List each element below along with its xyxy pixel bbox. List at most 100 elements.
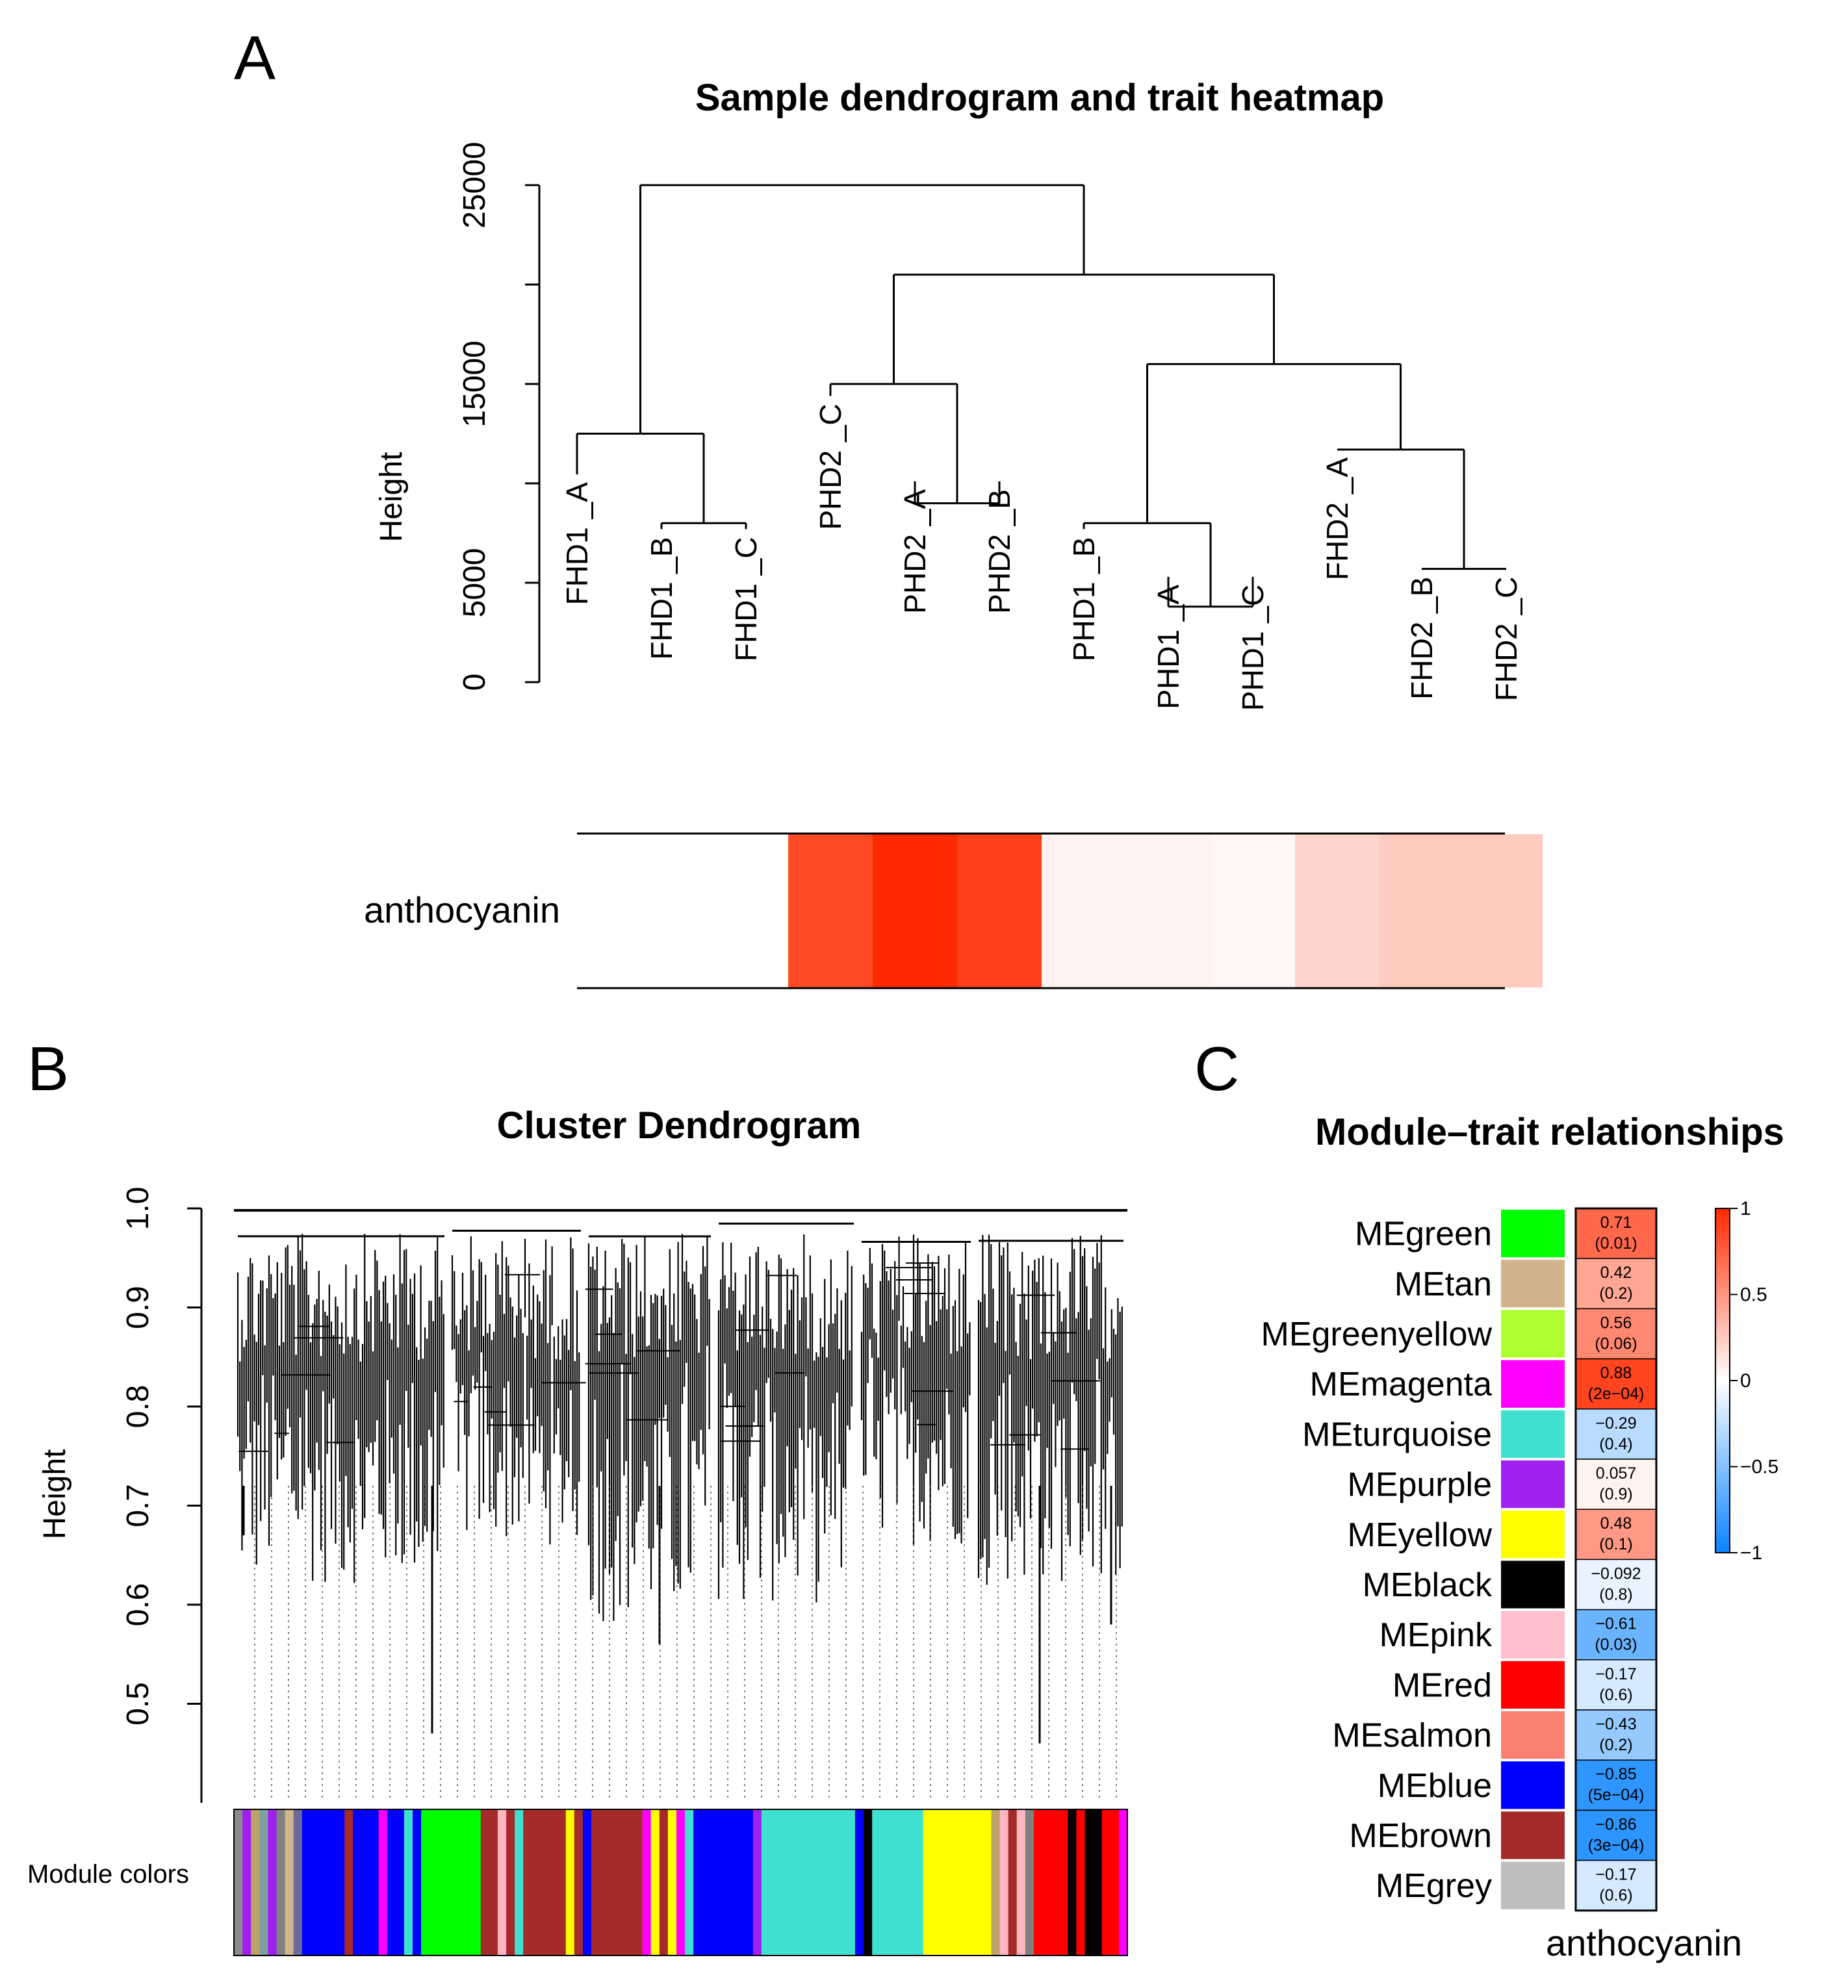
panel-b-module-colors: Module colors: [27, 1809, 1128, 1956]
panel-a-leaf-label: FHD2 _B: [1405, 577, 1439, 700]
panel-c-module-label: MEblack: [1363, 1566, 1493, 1604]
panel-b-module-segment: [642, 1809, 652, 1956]
panel-b-module-segment: [991, 1809, 1001, 1956]
panel-a-leaf-label: FHD1 _B: [645, 537, 678, 659]
panel-c-scale-tick-label: 1: [1740, 1198, 1751, 1219]
panel-a-heat-cell: [704, 834, 788, 988]
panel-b-module-segment: [497, 1809, 507, 1956]
panel-a-heat-cell: [619, 834, 704, 988]
panel-b-module-segment: [523, 1809, 567, 1956]
panel-c-module-label: MEyellow: [1348, 1516, 1493, 1554]
panel-b-module-segment: [1033, 1809, 1068, 1956]
panel-c-p-label: (3e−04): [1588, 1836, 1645, 1854]
panel-c-p-label: (0.2): [1599, 1736, 1632, 1754]
panel-c-module-label: MEpink: [1380, 1616, 1493, 1654]
panel-c-module-label: MEsalmon: [1332, 1717, 1492, 1755]
panel-b-y-tick-label: 0.7: [121, 1484, 155, 1527]
panel-a-y-ticks: 0 5000 15000 25000: [457, 142, 539, 691]
panel-c-module-label: MEblue: [1378, 1767, 1492, 1805]
panel-a-heat-cell: [1042, 834, 1126, 988]
panel-b-module-segment: [650, 1809, 660, 1956]
panel-b-module-segment: [854, 1809, 864, 1956]
panel-c-module-swatch: [1501, 1661, 1565, 1709]
panel-a-y-tick-label: 5000: [457, 548, 492, 618]
panel-a-trait-label: anthocyanin: [364, 889, 560, 930]
panel-b-module-segment: [302, 1809, 345, 1956]
panel-a-title: Sample dendrogram and trait heatmap: [695, 77, 1384, 119]
panel-b-module-segment: [1101, 1809, 1120, 1956]
panel-b-y-label: Height: [38, 1449, 72, 1540]
panel-c-p-label: (0.1): [1599, 1535, 1632, 1553]
panel-c: C Module–trait relationships MEgreen 0.71…: [1194, 1034, 1784, 1963]
panel-b-module-segment: [506, 1809, 515, 1956]
panel-b-module-segment: [582, 1809, 592, 1956]
panel-c-p-label: (2e−04): [1588, 1385, 1645, 1403]
panel-c-corr-label: −0.86: [1595, 1815, 1636, 1833]
panel-b: B Cluster Dendrogram 0.5 0.6 0.7 0.8 0.9 1.0 …: [27, 1034, 1128, 1956]
panel-b-module-segment: [515, 1809, 524, 1956]
panel-b-module-segment: [1025, 1809, 1034, 1956]
panel-c-module-swatch: [1501, 1260, 1565, 1308]
panel-c-corr-label: −0.29: [1595, 1414, 1636, 1433]
panel-c-corr-label: −0.43: [1595, 1715, 1636, 1733]
panel-c-module-swatch: [1501, 1761, 1565, 1809]
panel-c-module-swatch: [1501, 1410, 1565, 1458]
panel-b-module-segment: [923, 1809, 992, 1956]
panel-c-color-scale-ticks: 1 0.5 0 −0.5 −1: [1730, 1198, 1778, 1564]
panel-c-p-label: (5e−04): [1588, 1786, 1645, 1804]
panel-b-module-segment: [999, 1809, 1009, 1956]
panel-b-title: Cluster Dendrogram: [497, 1104, 862, 1147]
panel-b-module-segment: [659, 1809, 669, 1956]
panel-c-corr-label: 0.88: [1600, 1364, 1632, 1383]
panel-b-module-segment: [1008, 1809, 1018, 1956]
panel-a-leaf-label: PHD2 _C: [814, 403, 847, 529]
panel-b-module-segment: [378, 1809, 388, 1956]
panel-c-module-swatch: [1501, 1360, 1565, 1408]
panel-a-heat-cell: [1380, 834, 1464, 988]
panel-a-heat-cell: [1126, 834, 1211, 988]
panel-c-p-label: (0.6): [1599, 1686, 1632, 1704]
panel-c-heat-cell: [1575, 1759, 1657, 1811]
panel-c-scale-tick-label: −0.5: [1740, 1457, 1778, 1478]
panel-b-y-tick-label: 1.0: [121, 1187, 155, 1230]
panel-c-module-label: MEtan: [1394, 1266, 1492, 1303]
panel-a-heat-cell: [577, 834, 619, 988]
panel-b-module-segment: [276, 1809, 286, 1956]
panel-b-letter: B: [27, 1034, 69, 1104]
panel-c-corr-label: −0.092: [1591, 1564, 1641, 1583]
panel-b-module-segment: [685, 1809, 694, 1956]
panel-b-module-segment: [752, 1809, 762, 1956]
panel-b-module-segment: [872, 1809, 924, 1956]
panel-b-module-segment: [676, 1809, 686, 1956]
panel-a-leaf-label: PHD2 _A: [898, 489, 932, 614]
panel-b-module-segment: [1076, 1809, 1086, 1956]
panel-b-y-tick-label: 0.5: [121, 1682, 155, 1726]
panel-a: A Sample dendrogram and trait heatmap 0 5…: [234, 23, 1543, 989]
panel-c-heat-cell: [1575, 1809, 1657, 1861]
panel-b-module-segment: [667, 1809, 677, 1956]
panel-b-module-segment: [761, 1809, 856, 1956]
panel-c-module-swatch: [1501, 1811, 1565, 1859]
panel-b-module-segment: [413, 1809, 422, 1956]
panel-c-corr-label: 0.48: [1600, 1514, 1632, 1533]
panel-c-module-label: MEgrey: [1376, 1867, 1492, 1905]
panel-b-module-segment: [565, 1809, 575, 1956]
panel-c-module-label: MEgreen: [1355, 1216, 1492, 1253]
panel-b-module-segment: [234, 1809, 243, 1956]
panel-b-y-ticks: 0.5 0.6 0.7 0.8 0.9 1.0: [121, 1187, 201, 1726]
panel-a-dendrogram: [576, 184, 1506, 608]
panel-a-leaf-label: FHD1 _C: [729, 537, 763, 661]
panel-c-corr-label: 0.56: [1600, 1314, 1632, 1332]
panel-c-scale-tick-label: −1: [1740, 1542, 1762, 1564]
panel-a-y-tick-label: 25000: [457, 142, 492, 228]
panel-b-module-segment: [591, 1809, 643, 1956]
panel-b-module-segment: [353, 1809, 379, 1956]
panel-c-module-label: MEgreenyellow: [1261, 1316, 1493, 1353]
panel-c-module-swatch: [1501, 1561, 1565, 1609]
panel-a-letter: A: [234, 23, 276, 93]
panel-c-module-swatch: [1501, 1460, 1565, 1509]
panel-c-heatmap: MEgreen 0.71 (0.01) MEtan 0.42 (0.2) MEgreenye…: [1261, 1207, 1658, 1912]
panel-c-title: Module–trait relationships: [1315, 1111, 1784, 1153]
panel-c-p-label: (0.01): [1595, 1234, 1637, 1253]
